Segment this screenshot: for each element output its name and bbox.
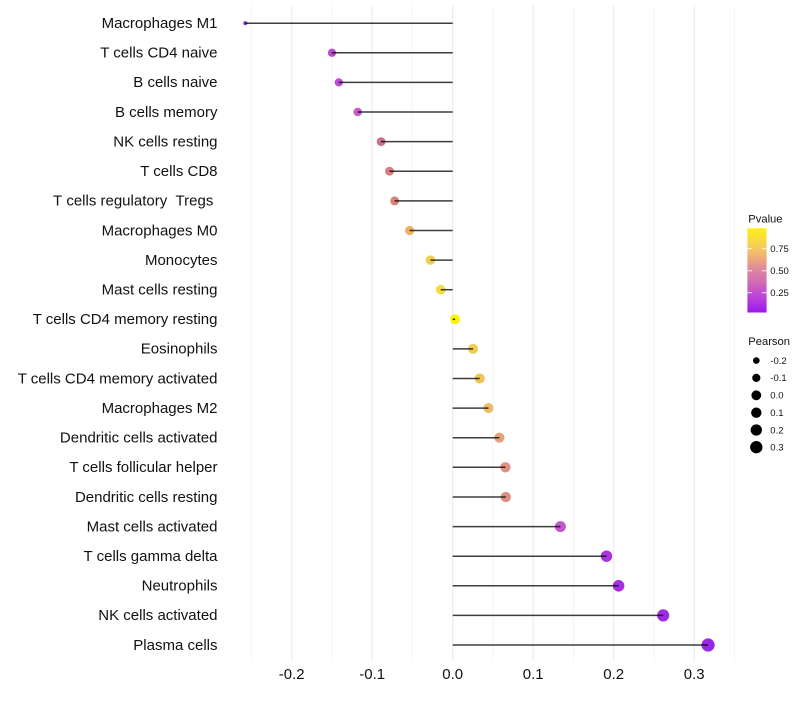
svg-text:0.0: 0.0 [442, 666, 463, 683]
svg-text:Mast cells resting: Mast cells resting [102, 282, 218, 299]
svg-text:0.0: 0.0 [770, 391, 783, 402]
svg-text:Neutrophils: Neutrophils [142, 578, 218, 595]
svg-text:NK cells activated: NK cells activated [98, 607, 217, 624]
svg-text:0.3: 0.3 [684, 666, 705, 683]
svg-text:0.1: 0.1 [770, 408, 783, 419]
svg-text:0.2: 0.2 [770, 425, 783, 436]
svg-text:0.1: 0.1 [523, 666, 544, 683]
svg-text:T cells CD8: T cells CD8 [140, 163, 217, 180]
svg-text:Mast cells activated: Mast cells activated [87, 518, 218, 535]
svg-text:T cells CD4 memory resting: T cells CD4 memory resting [33, 311, 218, 328]
svg-text:0.3: 0.3 [770, 443, 783, 454]
svg-text:Dendritic cells activated: Dendritic cells activated [60, 430, 218, 447]
svg-text:0.75: 0.75 [770, 244, 789, 255]
svg-text:Pvalue: Pvalue [748, 213, 782, 225]
svg-text:Macrophages M0: Macrophages M0 [102, 222, 218, 239]
svg-text:T cells gamma delta: T cells gamma delta [84, 548, 219, 565]
svg-text:T cells CD4 memory activated: T cells CD4 memory activated [18, 370, 218, 387]
svg-text:0.50: 0.50 [770, 266, 789, 277]
svg-text:Eosinophils: Eosinophils [141, 341, 218, 358]
svg-text:Dendritic cells resting: Dendritic cells resting [75, 489, 218, 506]
svg-text:Plasma cells: Plasma cells [133, 637, 217, 654]
svg-text:0.2: 0.2 [603, 666, 624, 683]
svg-text:-0.1: -0.1 [770, 373, 786, 384]
svg-text:0.25: 0.25 [770, 288, 789, 299]
svg-text:NK cells resting: NK cells resting [113, 133, 217, 150]
svg-text:Monocytes: Monocytes [145, 252, 218, 269]
svg-text:T cells regulatory Tregs: T cells regulatory Tregs [53, 193, 218, 210]
svg-text:B cells naive: B cells naive [133, 74, 217, 91]
svg-text:Pearson: Pearson [748, 336, 790, 348]
svg-text:-0.2: -0.2 [770, 356, 786, 367]
svg-text:-0.2: -0.2 [279, 666, 305, 683]
svg-text:B cells memory: B cells memory [115, 104, 218, 121]
svg-text:Macrophages M2: Macrophages M2 [102, 400, 218, 417]
svg-text:-0.1: -0.1 [359, 666, 385, 683]
svg-text:Macrophages M1: Macrophages M1 [102, 15, 218, 32]
svg-text:T cells follicular helper: T cells follicular helper [69, 459, 217, 476]
svg-text:T cells CD4 naive: T cells CD4 naive [100, 45, 217, 62]
